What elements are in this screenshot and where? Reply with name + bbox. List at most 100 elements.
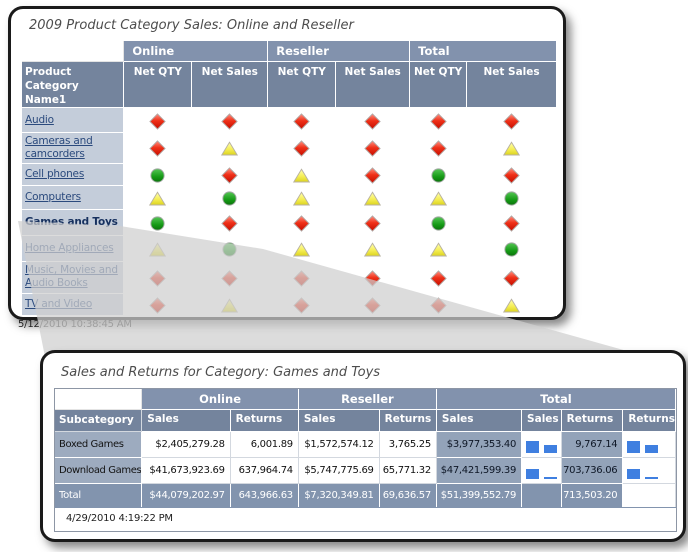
header-group-row: Online Reseller Total — [22, 41, 557, 62]
mini-bar-chart — [627, 462, 673, 479]
top-report-table: Online Reseller Total Product Category Name… — [22, 41, 557, 316]
kpi-cell — [191, 235, 269, 262]
header-metric-row: Subcategory Sales Returns Sales Returns Sales… — [55, 409, 676, 432]
metric-header: Sales — [141, 409, 231, 432]
reseller-returns-cell: 65,771.32 — [379, 457, 437, 484]
mini-bar-chart — [627, 436, 673, 453]
drillthrough-report-timestamp: 4/29/2010 4:19:22 PM — [55, 507, 676, 531]
total-returns-chart — [622, 457, 676, 484]
kpi-red-diamond-icon — [364, 113, 381, 130]
category-row: TV and Video — [22, 293, 557, 316]
category-link[interactable]: Audio — [25, 113, 54, 126]
kpi-green-circle-icon — [221, 190, 238, 207]
kpi-yellow-triangle-icon — [149, 241, 166, 258]
group-header: Total — [409, 41, 557, 62]
kpi-red-diamond-icon — [430, 140, 447, 157]
kpi-green-circle-icon — [149, 215, 166, 232]
metric-header: Net QTY — [267, 61, 337, 109]
kpi-cell — [123, 261, 193, 294]
group-header: Online — [123, 41, 269, 62]
data-bar — [627, 440, 641, 453]
category-link[interactable]: TV and Video — [25, 297, 93, 310]
kpi-cell — [409, 261, 468, 294]
category-link[interactable]: Cameras and camcorders — [25, 135, 93, 160]
kpi-cell — [466, 107, 557, 134]
total-returns-cell: 703,736.06 — [561, 457, 624, 484]
category-link[interactable]: Cell phones — [25, 167, 85, 180]
subcategory-row: Download Games $41,673,923.69 637,964.74 $5… — [55, 457, 676, 484]
kpi-red-diamond-icon — [221, 167, 238, 184]
kpi-cell — [267, 293, 337, 316]
category-row: Cell phones — [22, 163, 557, 186]
kpi-red-diamond-icon — [364, 140, 381, 157]
header-metric-row: Product Category Name1 Net QTY Net Sales Ne… — [22, 61, 557, 109]
kpi-red-diamond-icon — [149, 270, 166, 287]
online-returns-cell: 6,001.89 — [230, 431, 299, 458]
category-cell: Games and Toys — [22, 209, 125, 236]
subcategory-cell: Boxed Games — [55, 431, 143, 458]
kpi-red-diamond-icon — [221, 113, 238, 130]
kpi-cell — [466, 185, 557, 210]
kpi-yellow-triangle-icon — [221, 297, 238, 314]
subcategory-row: Boxed Games $2,405,279.28 6,001.89 $1,572,5… — [55, 431, 676, 458]
kpi-yellow-triangle-icon — [293, 241, 310, 258]
total-returns-chart — [622, 483, 676, 508]
group-header: Total — [436, 389, 677, 410]
total-sales-cell: $47,421,599.39 — [436, 457, 523, 484]
kpi-red-diamond-icon — [293, 113, 310, 130]
kpi-cell — [123, 185, 193, 210]
corner-cell — [55, 389, 143, 410]
data-bar — [526, 440, 540, 453]
online-returns-cell: 637,964.74 — [230, 457, 299, 484]
kpi-green-circle-icon — [430, 167, 447, 184]
metric-header: Returns — [561, 409, 624, 432]
data-bar — [645, 444, 659, 453]
total-returns-cell: 713,503.20 — [561, 483, 624, 508]
category-link[interactable]: Music, Movies and Audio Books — [25, 264, 118, 290]
total-sales-chart — [521, 431, 562, 458]
kpi-yellow-triangle-icon — [293, 167, 310, 184]
kpi-green-circle-icon — [221, 241, 238, 258]
reseller-returns-cell: 3,765.25 — [379, 431, 437, 458]
kpi-cell — [409, 185, 468, 210]
kpi-red-diamond-icon — [503, 167, 520, 184]
kpi-cell — [335, 185, 411, 210]
kpi-green-circle-icon — [503, 241, 520, 258]
kpi-cell — [267, 209, 337, 236]
kpi-red-diamond-icon — [293, 297, 310, 314]
category-cell: Computers — [22, 185, 125, 210]
metric-header: Sales — [521, 409, 562, 432]
kpi-cell — [267, 163, 337, 186]
online-sales-cell: $41,673,923.69 — [141, 457, 231, 484]
kpi-yellow-triangle-icon — [430, 190, 447, 207]
category-row: Games and Toys — [22, 209, 557, 236]
category-link[interactable]: Home Appliances — [25, 241, 114, 254]
top-report-window: 2009 Product Category Sales: Online and … — [8, 6, 566, 330]
kpi-red-diamond-icon — [293, 270, 310, 287]
category-cell: Cameras and camcorders — [22, 132, 125, 164]
kpi-cell — [335, 235, 411, 262]
kpi-red-diamond-icon — [149, 140, 166, 157]
kpi-yellow-triangle-icon — [221, 140, 238, 157]
kpi-cell — [191, 209, 269, 236]
kpi-cell — [191, 132, 269, 164]
category-link[interactable]: Computers — [25, 190, 81, 203]
kpi-yellow-triangle-icon — [293, 190, 310, 207]
kpi-cell — [335, 132, 411, 164]
mini-bar-chart — [526, 462, 559, 479]
kpi-red-diamond-icon — [364, 215, 381, 232]
kpi-cell — [466, 163, 557, 186]
group-header: Online — [141, 389, 299, 410]
metric-header: Net Sales — [191, 61, 269, 109]
data-bar — [526, 468, 540, 479]
data-bar — [627, 468, 641, 479]
data-bar — [544, 476, 558, 479]
reseller-returns-cell: 69,636.57 — [379, 483, 437, 508]
kpi-yellow-triangle-icon — [430, 241, 447, 258]
kpi-red-diamond-icon — [149, 297, 166, 314]
kpi-cell — [335, 261, 411, 294]
kpi-red-diamond-icon — [149, 113, 166, 130]
kpi-yellow-triangle-icon — [149, 190, 166, 207]
metric-header: Net QTY — [409, 61, 468, 109]
metric-header: Net Sales — [335, 61, 411, 109]
